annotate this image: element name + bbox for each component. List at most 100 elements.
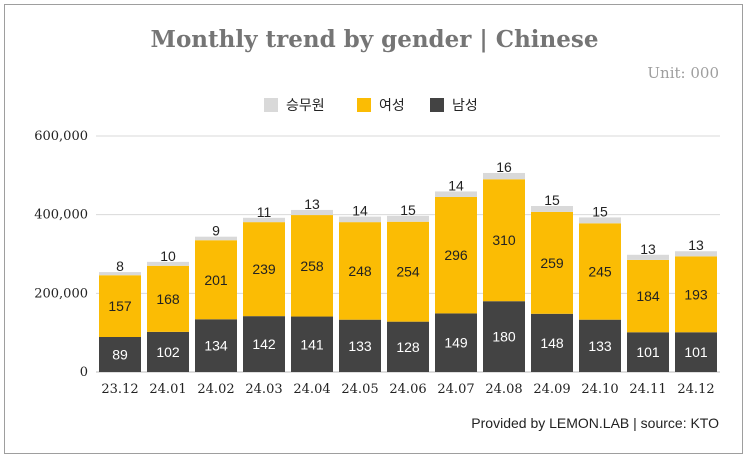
x-tick-label: 24.10 — [581, 382, 618, 397]
data-label-male: 148 — [540, 335, 564, 351]
data-label-male: 134 — [204, 338, 228, 354]
bar-segment-male — [195, 319, 237, 372]
bar-segment-male — [147, 331, 189, 372]
x-tick-label: 24.02 — [197, 382, 234, 397]
bar-segment-crew — [483, 172, 525, 180]
data-label-crew: 15 — [400, 202, 416, 218]
x-tick-label: 24.09 — [533, 382, 570, 397]
data-label-female: 258 — [300, 258, 324, 274]
data-label-crew: 9 — [212, 223, 220, 239]
bar-segment-male — [291, 316, 333, 372]
legend-label: 여성 — [379, 97, 405, 113]
bar-segment-male — [579, 319, 621, 372]
bar-segment-male — [99, 336, 141, 372]
data-label-female: 254 — [396, 264, 420, 280]
legend-swatch — [430, 98, 444, 112]
bar-segment-crew — [627, 254, 669, 260]
bar-segment-male — [387, 321, 429, 372]
y-tick-label: 400,000 — [34, 208, 88, 223]
data-label-male: 149 — [444, 335, 468, 351]
data-label-female: 193 — [684, 286, 708, 302]
y-tick-label: 200,000 — [34, 286, 88, 301]
data-label-crew: 11 — [257, 204, 272, 220]
data-label-male: 102 — [156, 344, 180, 360]
bar-segment-female — [627, 259, 669, 333]
bar-segment-crew — [531, 206, 573, 212]
bar-segment-crew — [195, 236, 237, 241]
bar-segment-crew — [147, 261, 189, 266]
data-label-crew: 15 — [544, 192, 560, 208]
bar-segment-female — [531, 211, 573, 314]
x-tick-label: 24.06 — [389, 382, 426, 397]
bar-segment-male — [483, 301, 525, 372]
data-label-crew: 13 — [304, 196, 320, 212]
data-label-female: 239 — [252, 261, 276, 277]
data-label-male: 89 — [112, 346, 128, 362]
data-label-female: 168 — [156, 291, 180, 307]
legend-swatch — [264, 98, 278, 112]
bar-segment-male — [243, 316, 285, 372]
data-label-male: 142 — [252, 336, 276, 352]
unit-label: Unit: 000 — [647, 64, 719, 82]
bar-segment-crew — [387, 215, 429, 222]
x-tick-label: 24.12 — [677, 382, 714, 397]
bar-segment-female — [99, 275, 141, 337]
x-tick-label: 24.05 — [341, 382, 378, 397]
data-label-female: 259 — [540, 255, 564, 271]
data-label-crew: 14 — [352, 203, 368, 219]
bar-segment-female — [483, 179, 525, 302]
data-label-crew: 8 — [116, 258, 124, 274]
bar-segment-female — [435, 196, 477, 314]
bar-segment-crew — [579, 217, 621, 224]
data-label-female: 157 — [108, 298, 132, 314]
data-label-male: 101 — [684, 344, 708, 360]
bar-segment-male — [675, 332, 717, 372]
data-label-crew: 10 — [160, 248, 176, 264]
data-label-male: 101 — [636, 344, 660, 360]
legend-label: 승무원 — [286, 97, 325, 113]
bar-segment-crew — [291, 209, 333, 216]
bar-segment-crew — [675, 251, 717, 257]
y-tick-label: 600,000 — [34, 129, 88, 144]
source-footer: Provided by LEMON.LAB | source: KTO — [471, 415, 719, 431]
bar-segment-crew — [243, 217, 285, 223]
x-tick-label: 24.11 — [629, 382, 666, 397]
legend-label: 남성 — [452, 97, 478, 113]
x-tick-label: 24.04 — [293, 382, 330, 397]
data-label-female: 184 — [636, 288, 660, 304]
data-label-female: 201 — [204, 272, 228, 288]
x-tick-label: 24.03 — [245, 382, 282, 397]
data-label-male: 128 — [396, 339, 420, 355]
data-label-female: 310 — [492, 232, 516, 248]
legend-swatch — [357, 98, 371, 112]
bar-segment-female — [675, 256, 717, 333]
data-label-crew: 16 — [496, 159, 512, 175]
data-label-female: 296 — [444, 247, 468, 263]
bar-segment-male — [339, 319, 381, 372]
bar-segment-male — [435, 313, 477, 372]
bar-segment-female — [147, 265, 189, 332]
bar-segment-male — [627, 332, 669, 372]
y-tick-label: 0 — [80, 365, 88, 380]
data-label-crew: 15 — [592, 203, 608, 219]
data-label-male: 133 — [588, 338, 612, 354]
x-tick-label: 24.01 — [149, 382, 186, 397]
data-label-crew: 13 — [688, 237, 704, 253]
bar-segment-female — [339, 222, 381, 320]
data-label-female: 248 — [348, 263, 372, 279]
data-label-male: 141 — [300, 336, 324, 352]
x-tick-label: 24.07 — [437, 382, 474, 397]
data-label-female: 245 — [588, 264, 612, 280]
bar-segment-female — [387, 221, 429, 322]
x-tick-label: 24.08 — [485, 382, 522, 397]
bar-segment-crew — [339, 216, 381, 223]
data-label-male: 133 — [348, 338, 372, 354]
bar-segment-female — [291, 215, 333, 317]
chart-title: Monthly trend by gender | Chinese — [150, 26, 599, 53]
data-label-crew: 13 — [640, 241, 656, 257]
bar-segment-female — [579, 223, 621, 320]
bar-segment-female — [195, 240, 237, 320]
bar-segment-crew — [99, 272, 141, 276]
bar-segment-crew — [435, 191, 477, 197]
